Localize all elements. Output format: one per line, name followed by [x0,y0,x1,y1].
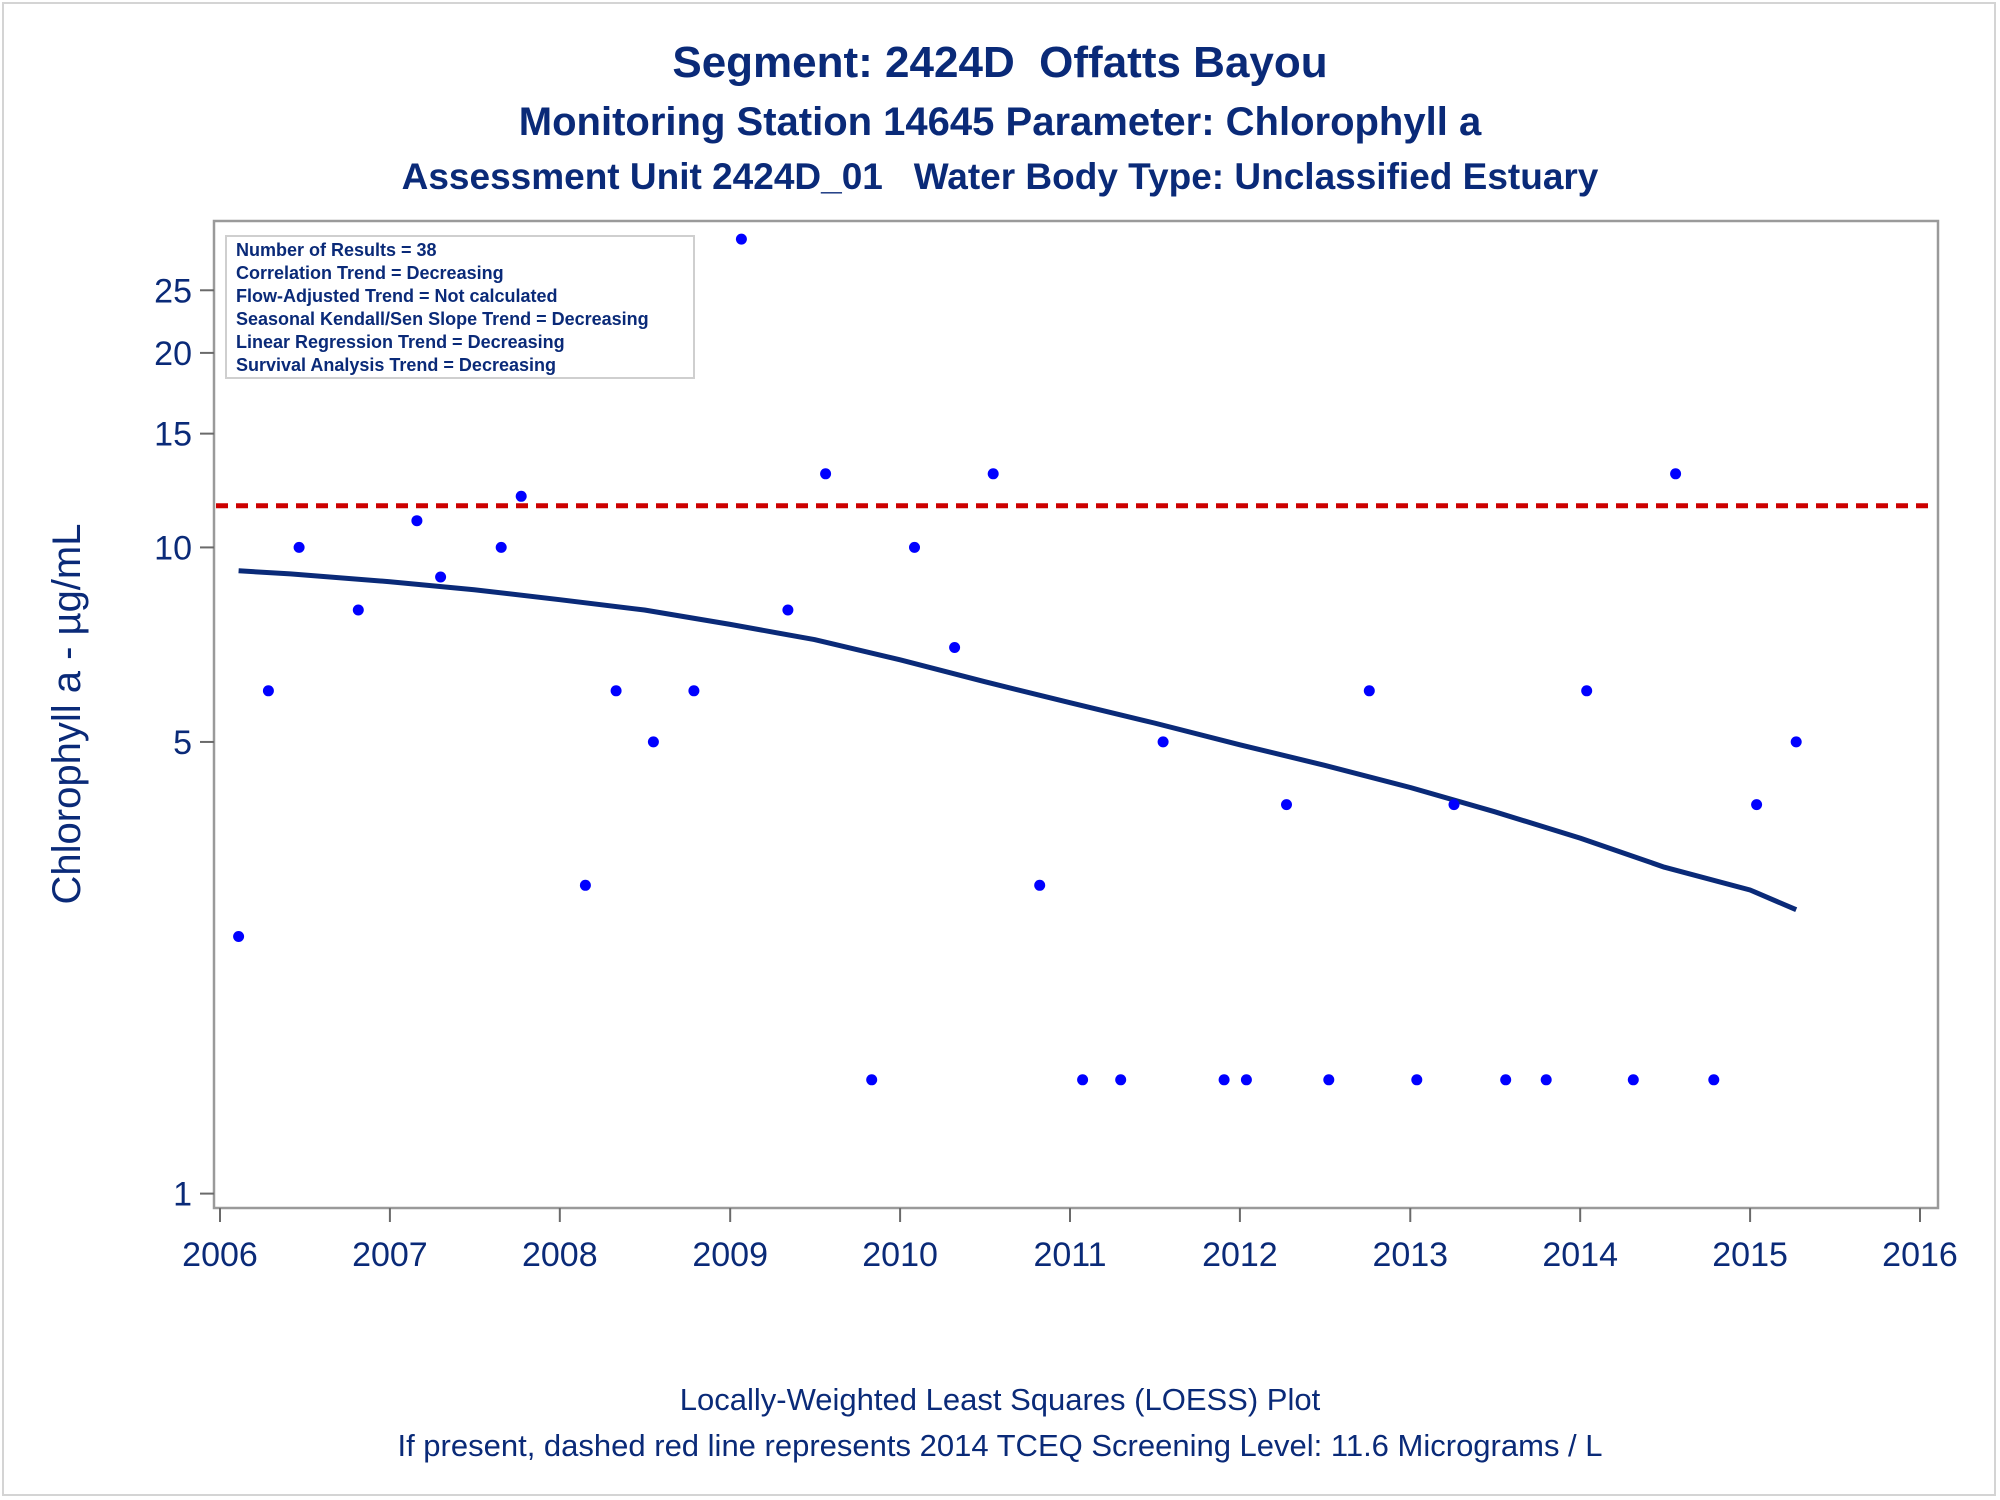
x-tick-label: 2015 [1712,1236,1788,1274]
y-tick-label: 10 [154,529,192,567]
data-point [1077,1074,1089,1086]
data-point [1581,685,1593,697]
data-point [233,931,245,942]
legend-line: Number of Results = 38 [236,240,437,260]
legend-line: Correlation Trend = Decreasing [236,263,504,283]
x-tick-label: 2006 [182,1236,258,1274]
data-point [262,685,274,697]
data-point [1218,1074,1230,1086]
x-tick-label: 2013 [1372,1236,1448,1274]
chart-subtitle-2: Assessment Unit 2424D_01 Water Body Type… [401,156,1599,197]
x-tick-label: 2010 [862,1236,938,1274]
data-point [579,879,591,891]
legend-line: Survival Analysis Trend = Decreasing [236,355,556,375]
data-point [495,541,507,553]
legend-line: Flow-Adjusted Trend = Not calculated [236,286,558,306]
y-tick-label: 25 [154,272,192,310]
y-axis-label: Chlorophyll a - µg/mL [45,524,89,905]
data-point [515,490,527,502]
footer-line-1: Locally-Weighted Least Squares (LOESS) P… [679,1382,1321,1417]
x-tick-label: 2014 [1542,1236,1618,1274]
data-point [1034,879,1046,891]
data-point [1670,468,1682,480]
footer-line-2: If present, dashed red line represents 2… [397,1428,1603,1463]
data-point [435,571,447,583]
loess-line [238,568,1798,912]
data-point [1627,1074,1639,1086]
legend-line: Seasonal Kendall/Sen Slope Trend = Decre… [236,309,649,329]
data-point [352,604,364,616]
x-tick-label: 2016 [1882,1236,1958,1274]
data-point [610,685,622,697]
chart-subtitle: Monitoring Station 14645 Parameter: Chlo… [518,100,1482,144]
y-tick-label: 20 [154,335,192,373]
x-tick-label: 2009 [692,1236,768,1274]
data-point [1790,736,1802,748]
data-point [1448,799,1460,811]
data-point [1115,1074,1127,1086]
data-point [949,642,961,653]
data-point [866,1074,878,1086]
loess-curve [238,568,1798,912]
data-point [735,233,747,245]
data-point [688,685,700,697]
data-point [987,468,999,480]
x-tick-label: 2007 [352,1236,428,1274]
data-point [411,515,423,527]
x-tick-label: 2012 [1202,1236,1278,1274]
plot-area [212,219,1940,1210]
data-point [1500,1074,1512,1086]
y-tick-label: 5 [173,724,192,762]
x-tick-label: 2011 [1033,1236,1106,1274]
data-point [1323,1074,1335,1086]
data-point [1751,799,1763,811]
legend-box: Number of Results = 38 Correlation Trend … [225,235,695,379]
data-point [1540,1074,1552,1086]
legend-frame [225,235,695,379]
axes: 2006 2007 2008 2009 2010 2011 2012 2013 2014 2015… [154,219,1958,1274]
data-point [820,468,832,480]
data-point [1708,1074,1720,1086]
data-point [293,541,305,553]
x-tick-label: 2008 [522,1236,598,1274]
data-point [1281,799,1292,811]
chart-title: Segment: 2424D Offatts Bayou [672,38,1328,87]
data-point [1157,736,1169,748]
data-point [1240,1074,1252,1086]
data-point [1411,1074,1423,1086]
data-point [909,541,920,553]
y-tick-label: 15 [154,416,192,454]
data-points [233,233,1802,1086]
legend-line: Linear Regression Trend = Decreasing [236,332,565,352]
data-point [782,604,794,616]
data-point [647,736,659,748]
data-point [1363,685,1375,697]
y-tick-label: 1 [173,1176,192,1214]
